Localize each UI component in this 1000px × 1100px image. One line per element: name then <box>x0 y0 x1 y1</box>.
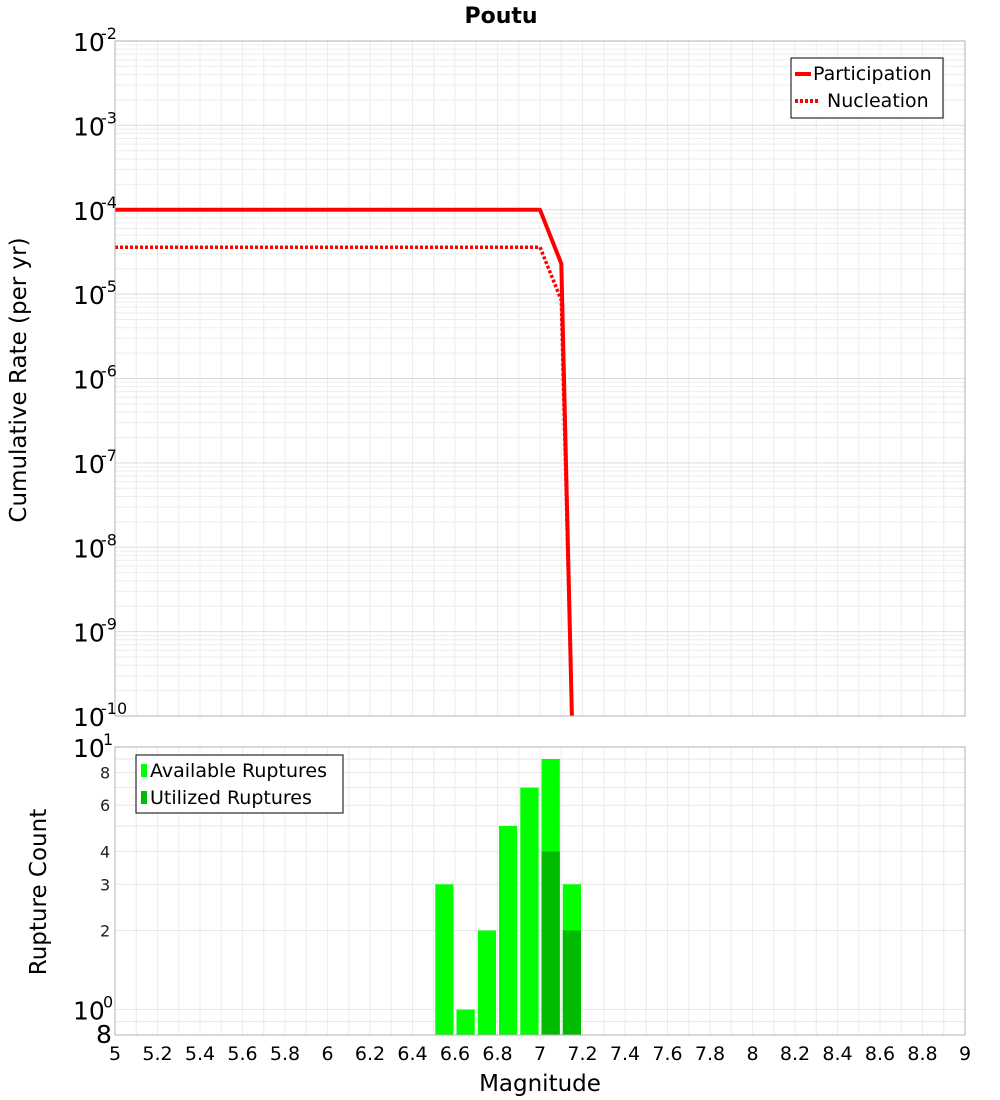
rate-y-tick-base: 10 <box>73 703 105 732</box>
rate-y-tick-exponent: -4 <box>101 193 117 212</box>
count-y-tick-label: 3 <box>100 875 110 894</box>
x-tick-label: 5.8 <box>270 1043 300 1065</box>
legend-available-label: Available Ruptures <box>150 760 327 782</box>
rate-y-tick-exponent: -10 <box>101 699 127 718</box>
rate-legend: Participation Nucleation <box>790 57 944 119</box>
count-y-tick-label: 8 <box>100 763 110 782</box>
rate-plot-border <box>114 40 966 717</box>
legend-available-swatch <box>141 764 147 777</box>
rate-y-tick-exponent: -2 <box>101 24 117 43</box>
count-y-tick-label: 8 <box>96 1020 112 1049</box>
x-tick-label: 5 <box>109 1043 121 1065</box>
rate-y-tick-label: 10-2 <box>73 24 117 57</box>
available-bar <box>456 1009 475 1035</box>
x-tick-label: 7.4 <box>610 1043 640 1065</box>
x-tick-label: 8.4 <box>822 1043 852 1065</box>
x-tick-label: 9 <box>959 1043 971 1065</box>
rate-y-tick-base: 10 <box>73 197 105 226</box>
series-line-nucleation <box>115 245 574 717</box>
x-tick-label: 8 <box>746 1043 758 1065</box>
count-y-axis-label: Rupture Count <box>26 809 52 975</box>
rate-y-tick-label: 10-10 <box>73 699 127 732</box>
count-x-tick-labels: 5 5.2 5.4 5.6 5.8 6 6.2 6.4 6.6 6.8 7 7.2 7.4 7.6 7.8 8… <box>109 1043 971 1065</box>
rate-y-tick-exponent: -7 <box>101 446 117 465</box>
rate-gridlines <box>114 41 966 717</box>
count-y-tick-label: 2 <box>100 922 110 941</box>
x-tick-label: 7.8 <box>695 1043 725 1065</box>
legend-utilized-label: Utilized Ruptures <box>150 787 312 809</box>
rate-y-tick-label: 10-9 <box>73 615 117 648</box>
legend-utilized-swatch <box>141 791 147 804</box>
rate-y-tick-exponent: -3 <box>101 108 117 127</box>
available-bar <box>477 930 496 1035</box>
rate-y-tick-label: 10-6 <box>73 362 117 395</box>
rate-y-tick-labels: 10-210-310-410-510-610-710-810-910-10 <box>73 24 127 732</box>
x-tick-label: 6.6 <box>440 1043 470 1065</box>
chart-title: Poutu <box>464 4 537 29</box>
x-tick-label: 6.2 <box>355 1043 385 1065</box>
x-tick-label: 6 <box>321 1043 333 1065</box>
count-legend: Available Ruptures Utilized Ruptures <box>135 754 344 814</box>
rate-legend-box <box>790 57 944 119</box>
x-tick-label: 6.8 <box>482 1043 512 1065</box>
count-y-decade-label: 100 <box>73 993 113 1026</box>
rate-panel: 10-210-310-410-510-610-710-810-910-10 Cu… <box>6 24 966 732</box>
legend-nucleation-label: Nucleation <box>827 90 929 112</box>
x-tick-label: 5.4 <box>185 1043 215 1065</box>
count-legend-box <box>135 754 344 814</box>
count-y-decade-exponent: 1 <box>103 730 113 749</box>
x-tick-label: 6.4 <box>397 1043 427 1065</box>
utilized-bar <box>541 851 560 1035</box>
rate-y-tick-base: 10 <box>73 281 105 310</box>
x-tick-label: 5.2 <box>142 1043 172 1065</box>
available-bar <box>499 826 518 1035</box>
x-tick-label: 8.8 <box>907 1043 937 1065</box>
rate-series-lines <box>115 207 574 717</box>
legend-participation-label: Participation <box>813 63 932 85</box>
utilized-bar <box>562 930 581 1035</box>
available-bar <box>520 787 539 1035</box>
count-y-tick-label: 6 <box>100 796 110 815</box>
rate-y-tick-label: 10-8 <box>73 530 117 563</box>
count-y-decade-base: 10 <box>73 734 105 763</box>
rate-y-tick-exponent: -5 <box>101 277 117 296</box>
count-y-decade-base: 10 <box>73 997 105 1026</box>
rate-y-tick-base: 10 <box>73 366 105 395</box>
count-y-decade-exponent: 0 <box>103 993 113 1012</box>
rate-y-tick-base: 10 <box>73 112 105 141</box>
rate-y-tick-base: 10 <box>73 28 105 57</box>
x-tick-label: 7 <box>534 1043 546 1065</box>
x-tick-label: 8.6 <box>865 1043 895 1065</box>
rate-y-tick-label: 10-7 <box>73 446 117 479</box>
rate-y-tick-label: 10-3 <box>73 108 117 141</box>
rate-y-tick-label: 10-4 <box>73 193 117 226</box>
count-y-decade-label: 101 <box>73 730 113 763</box>
rate-y-axis-label: Cumulative Rate (per yr) <box>6 237 32 522</box>
rate-y-tick-exponent: -6 <box>101 362 117 381</box>
x-tick-label: 7.2 <box>567 1043 597 1065</box>
available-bar <box>435 884 454 1035</box>
rate-y-tick-label: 10-5 <box>73 277 117 310</box>
rate-y-tick-base: 10 <box>73 534 105 563</box>
x-tick-label: 8.2 <box>780 1043 810 1065</box>
x-axis-label: Magnitude <box>479 1071 601 1097</box>
x-tick-label: 7.6 <box>652 1043 682 1065</box>
rate-y-tick-exponent: -8 <box>101 530 117 549</box>
rate-y-tick-base: 10 <box>73 450 105 479</box>
rate-y-tick-base: 10 <box>73 619 105 648</box>
count-bars <box>435 759 581 1035</box>
count-plot-border <box>114 746 966 1036</box>
count-y-tick-label: 4 <box>100 842 110 861</box>
x-tick-label: 5.6 <box>227 1043 257 1065</box>
rate-y-tick-exponent: -9 <box>101 615 117 634</box>
